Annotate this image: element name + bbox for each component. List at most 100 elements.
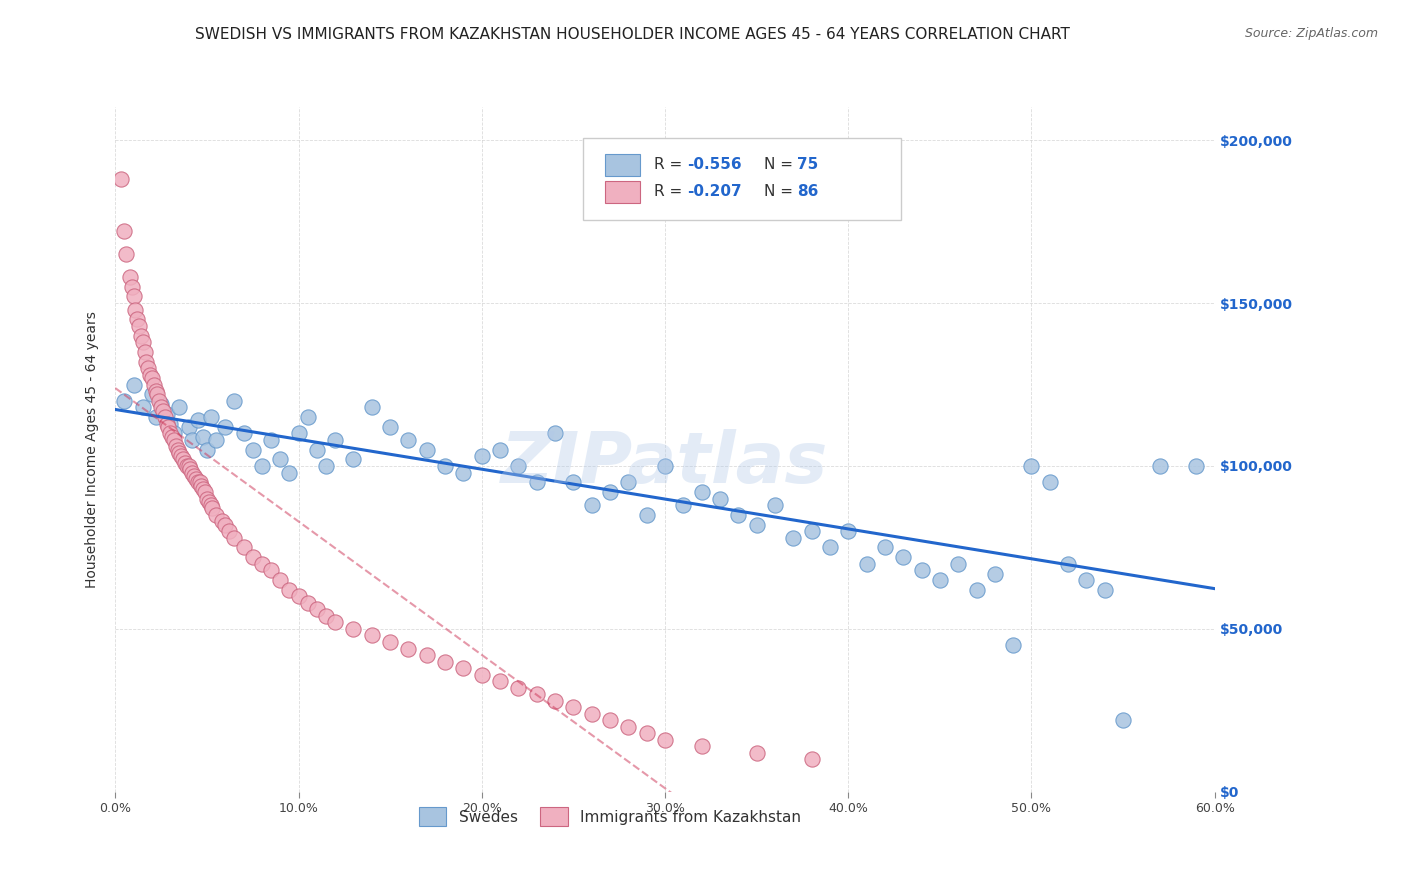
Swedes (855, 557, 877, 571)
Swedes (398, 433, 420, 447)
Swedes (323, 433, 346, 447)
Immigrants from Kazakhstan (150, 401, 173, 415)
Immigrants from Kazakhstan (342, 622, 364, 636)
Swedes (617, 475, 640, 490)
Immigrants from Kazakhstan (179, 462, 201, 476)
Immigrants from Kazakhstan (176, 458, 198, 473)
Immigrants from Kazakhstan (135, 354, 157, 368)
Immigrants from Kazakhstan (110, 172, 132, 186)
Swedes (873, 541, 896, 555)
Immigrants from Kazakhstan (132, 335, 155, 350)
FancyBboxPatch shape (605, 181, 640, 203)
Immigrants from Kazakhstan (193, 482, 215, 496)
Immigrants from Kazakhstan (188, 475, 211, 490)
Swedes (181, 433, 204, 447)
FancyBboxPatch shape (605, 154, 640, 176)
Immigrants from Kazakhstan (297, 596, 319, 610)
Text: 86: 86 (797, 184, 818, 199)
Immigrants from Kazakhstan (654, 732, 676, 747)
Immigrants from Kazakhstan (129, 328, 152, 343)
Immigrants from Kazakhstan (183, 468, 205, 483)
Immigrants from Kazakhstan (200, 498, 222, 512)
Text: Source: ZipAtlas.com: Source: ZipAtlas.com (1244, 27, 1378, 40)
Immigrants from Kazakhstan (250, 557, 273, 571)
Swedes (1039, 475, 1062, 490)
Swedes (690, 485, 713, 500)
Immigrants from Kazakhstan (242, 550, 264, 565)
Immigrants from Kazakhstan (378, 635, 401, 649)
Immigrants from Kazakhstan (136, 361, 159, 376)
Immigrants from Kazakhstan (163, 433, 186, 447)
Immigrants from Kazakhstan (124, 302, 146, 317)
Immigrants from Kazakhstan (205, 508, 228, 522)
Swedes (782, 531, 804, 545)
Swedes (159, 417, 181, 431)
Immigrants from Kazakhstan (232, 541, 254, 555)
Swedes (966, 582, 988, 597)
Swedes (232, 426, 254, 441)
Immigrants from Kazakhstan (526, 687, 548, 701)
Swedes (709, 491, 731, 506)
Swedes (114, 393, 136, 408)
Swedes (163, 426, 186, 441)
Immigrants from Kazakhstan (122, 289, 145, 303)
Swedes (1021, 458, 1043, 473)
Immigrants from Kazakhstan (190, 478, 212, 492)
Swedes (269, 452, 291, 467)
Immigrants from Kazakhstan (166, 442, 188, 457)
Swedes (200, 410, 222, 425)
Swedes (287, 426, 309, 441)
Immigrants from Kazakhstan (157, 420, 180, 434)
Immigrants from Kazakhstan (211, 515, 233, 529)
Swedes (360, 401, 382, 415)
Swedes (177, 420, 200, 434)
Swedes (187, 413, 209, 427)
Swedes (132, 401, 155, 415)
Immigrants from Kazakhstan (118, 269, 141, 284)
Swedes (910, 563, 932, 577)
Swedes (434, 458, 457, 473)
Swedes (672, 498, 695, 512)
Swedes (1185, 458, 1208, 473)
Swedes (1094, 582, 1116, 597)
Immigrants from Kazakhstan (562, 700, 585, 714)
Swedes (141, 387, 163, 401)
Swedes (837, 524, 859, 539)
Immigrants from Kazakhstan (139, 368, 162, 382)
Immigrants from Kazakhstan (148, 393, 170, 408)
Immigrants from Kazakhstan (174, 456, 197, 470)
Swedes (526, 475, 548, 490)
Immigrants from Kazakhstan (172, 452, 194, 467)
Immigrants from Kazakhstan (690, 739, 713, 754)
Immigrants from Kazakhstan (224, 531, 246, 545)
Immigrants from Kazakhstan (115, 247, 138, 261)
Immigrants from Kazakhstan (181, 466, 204, 480)
Immigrants from Kazakhstan (599, 713, 621, 727)
Swedes (984, 566, 1007, 581)
Immigrants from Kazakhstan (471, 667, 494, 681)
Swedes (169, 401, 191, 415)
Immigrants from Kazakhstan (636, 726, 658, 740)
Swedes (1149, 458, 1171, 473)
Immigrants from Kazakhstan (184, 472, 207, 486)
Text: R =: R = (654, 184, 688, 199)
Swedes (1112, 713, 1135, 727)
Immigrants from Kazakhstan (453, 661, 475, 675)
Immigrants from Kazakhstan (134, 345, 156, 359)
Swedes (416, 442, 439, 457)
Immigrants from Kazakhstan (489, 674, 512, 689)
Swedes (1002, 638, 1025, 652)
Text: N =: N = (763, 157, 797, 172)
Swedes (489, 442, 512, 457)
Text: ZIPatlas: ZIPatlas (502, 429, 828, 498)
Text: N =: N = (763, 184, 797, 199)
Immigrants from Kazakhstan (398, 641, 420, 656)
Immigrants from Kazakhstan (195, 491, 218, 506)
Immigrants from Kazakhstan (287, 590, 309, 604)
Swedes (891, 550, 914, 565)
Immigrants from Kazakhstan (745, 746, 768, 760)
Swedes (315, 458, 337, 473)
Immigrants from Kazakhstan (315, 609, 337, 624)
Immigrants from Kazakhstan (153, 410, 176, 425)
Y-axis label: Householder Income Ages 45 - 64 years: Householder Income Ages 45 - 64 years (86, 311, 100, 588)
